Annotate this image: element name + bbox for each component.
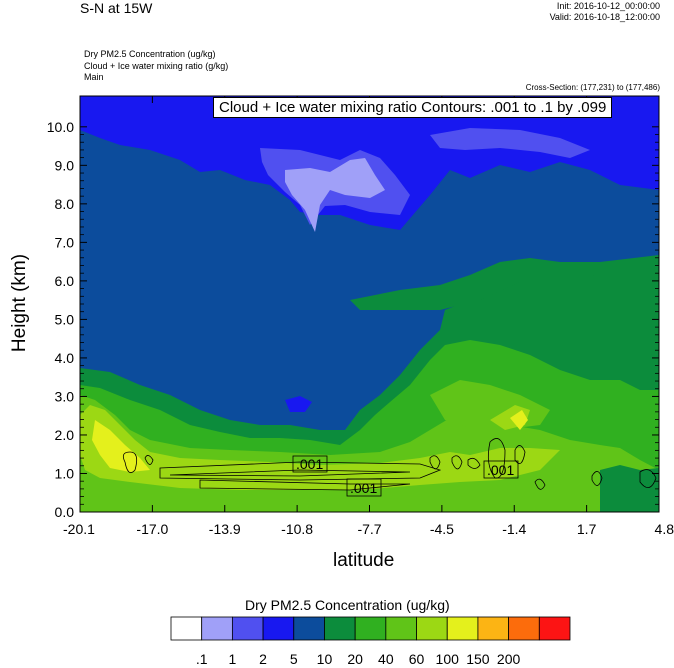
x-tick-label: 4.8 <box>655 521 674 537</box>
x-axis-label: latitude <box>333 550 395 571</box>
contour-legend-box: Cloud + Ice water mixing ratio Contours:… <box>213 97 613 118</box>
y-tick-label: 10.0 <box>47 119 74 135</box>
y-tick-label: 2.0 <box>55 427 75 443</box>
colorbar-level-label: 10 <box>317 651 333 667</box>
colorbar-level-label: 2 <box>259 651 267 667</box>
contour-label-1: .001 <box>296 456 323 472</box>
colorbar-swatch <box>170 616 203 641</box>
main-title: S-N at 15W <box>80 0 153 16</box>
x-axis: -20.1 -17.0 -13.9 -10.8 -7.7 -4.5 -1.4 1.7 4.8 <box>63 96 674 537</box>
field-line-cloud: Cloud + Ice water mixing ratio (g/kg) <box>84 61 229 71</box>
y-tick-label: 0.0 <box>55 504 75 520</box>
y-axis: 0.0 1.0 2.0 3.0 4.0 5.0 6.0 7.0 8.0 9.0 10.0 <box>47 119 659 520</box>
colorbar-level-label: 150 <box>466 651 490 667</box>
colorbar-level-label: .1 <box>196 651 208 667</box>
y-axis-label: Height (km) <box>9 253 30 353</box>
colorbar-swatch <box>477 616 510 641</box>
field-line-pm25: Dry PM2.5 Concentration (ug/kg) <box>84 49 216 59</box>
x-tick-label: -13.9 <box>209 521 241 537</box>
x-tick-label: -4.5 <box>430 521 454 537</box>
y-tick-label: 5.0 <box>55 311 75 327</box>
y-tick-label: 8.0 <box>55 196 75 212</box>
colorbar-swatch <box>508 616 540 641</box>
colorbar-level-label: 40 <box>378 651 394 667</box>
plot-fill <box>80 96 659 512</box>
field-line-main: Main <box>84 72 104 82</box>
x-tick-label: -1.4 <box>502 521 526 537</box>
x-tick-label: -17.0 <box>136 521 168 537</box>
colorbar-level-label: 20 <box>347 651 363 667</box>
cross-section-label: Cross-Section: (177,231) to (177,486) <box>525 83 660 92</box>
x-tick-label: -7.7 <box>357 521 381 537</box>
colorbar-level-label: 60 <box>409 651 425 667</box>
colorbar-level-label: 5 <box>290 651 298 667</box>
y-tick-label: 6.0 <box>55 273 75 289</box>
y-tick-label: 1.0 <box>55 465 75 481</box>
init-time: Init: 2016-10-12_00:00:00 <box>556 1 660 11</box>
colorbar-swatch <box>293 616 325 641</box>
colorbar-swatch <box>354 616 387 641</box>
colorbar-swatch <box>324 616 356 641</box>
colorbar-swatch <box>416 616 448 641</box>
contour-label-3: .001 <box>487 462 514 478</box>
colorbar-level-label: 200 <box>497 651 521 667</box>
colorbar-swatch <box>231 616 264 641</box>
colorbar-level-label: 1 <box>228 651 236 667</box>
y-tick-label: 4.0 <box>55 350 75 366</box>
colorbar: .1 1 2 5 10 20 40 60 100 150 200 <box>170 616 571 667</box>
y-tick-label: 3.0 <box>55 388 75 404</box>
x-tick-label: -10.8 <box>281 521 313 537</box>
y-tick-label: 7.0 <box>55 234 75 250</box>
contour-label-group: .001 .001 .001 <box>292 455 519 497</box>
colorbar-swatch <box>446 616 479 641</box>
colorbar-swatch <box>538 616 571 641</box>
x-tick-label: 1.7 <box>577 521 597 537</box>
contour-lines <box>122 438 657 491</box>
contour-label-2: .001 <box>350 480 377 496</box>
colorbar-swatch <box>385 616 417 641</box>
y-tick-label: 9.0 <box>55 157 75 173</box>
colorbar-swatch <box>201 616 233 641</box>
colorbar-level-label: 100 <box>436 651 460 667</box>
valid-time: Valid: 2016-10-18_12:00:00 <box>549 12 660 22</box>
colorbar-title: Dry PM2.5 Concentration (ug/kg) <box>245 597 450 613</box>
x-tick-label: -20.1 <box>63 521 95 537</box>
colorbar-swatch <box>262 616 295 641</box>
